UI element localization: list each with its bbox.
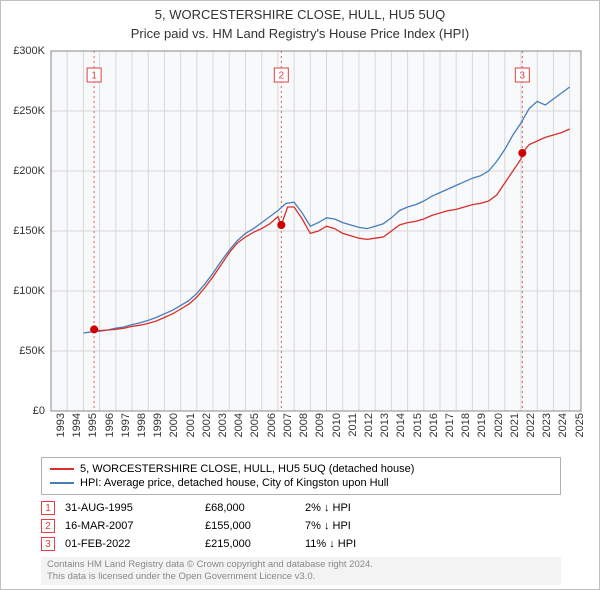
x-tick-label: 1995 — [87, 413, 99, 437]
legend: 5, WORCESTERSHIRE CLOSE, HULL, HU5 5UQ (… — [41, 457, 561, 495]
legend-label: HPI: Average price, detached house, City… — [80, 477, 389, 489]
x-tick-label: 2024 — [557, 413, 569, 437]
sale-date: 31-AUG-1995 — [65, 502, 195, 514]
x-tick-label: 2009 — [314, 413, 326, 437]
y-tick-label: £150K — [13, 225, 45, 237]
x-tick-label: 2011 — [347, 413, 359, 437]
sale-diff: 11% ↓ HPI — [305, 538, 405, 550]
x-tick-label: 2021 — [509, 413, 521, 437]
x-tick-label: 2013 — [379, 413, 391, 437]
x-tick-label: 2004 — [233, 413, 245, 437]
legend-swatch — [50, 468, 74, 470]
sale-date: 16-MAR-2007 — [65, 520, 195, 532]
x-tick-label: 2008 — [298, 413, 310, 437]
x-tick-label: 2012 — [363, 413, 375, 437]
sale-marker-number: 3 — [41, 537, 55, 551]
credit-line-2: This data is licensed under the Open Gov… — [47, 571, 555, 583]
y-axis: £0£50K£100K£150K£200K£250K£300K — [1, 51, 49, 411]
plot-area: 1 2 3 — [51, 51, 581, 411]
svg-text:3: 3 — [520, 71, 526, 82]
x-tick-label: 1994 — [71, 413, 83, 437]
x-tick-label: 2020 — [493, 413, 505, 437]
chart-svg: 1 2 3 — [51, 51, 581, 411]
sale-date: 01-FEB-2022 — [65, 538, 195, 550]
x-tick-label: 1996 — [104, 413, 116, 437]
x-tick-label: 1993 — [55, 413, 67, 437]
credit-box: Contains HM Land Registry data © Crown c… — [41, 557, 561, 585]
x-tick-label: 2003 — [217, 413, 229, 437]
sale-price: £215,000 — [205, 538, 295, 550]
sale-row: 1 31-AUG-1995 £68,000 2% ↓ HPI — [41, 499, 561, 517]
sale-row: 3 01-FEB-2022 £215,000 11% ↓ HPI — [41, 535, 561, 553]
sale-price: £68,000 — [205, 502, 295, 514]
x-tick-label: 2022 — [525, 413, 537, 437]
legend-swatch — [50, 482, 74, 484]
legend-row: 5, WORCESTERSHIRE CLOSE, HULL, HU5 5UQ (… — [50, 462, 552, 476]
sale-diff: 7% ↓ HPI — [305, 520, 405, 532]
y-tick-label: £50K — [19, 345, 45, 357]
y-tick-label: £300K — [13, 45, 45, 57]
x-tick-label: 2006 — [266, 413, 278, 437]
x-tick-label: 2015 — [412, 413, 424, 437]
x-tick-label: 2000 — [168, 413, 180, 437]
chart-subtitle: Price paid vs. HM Land Registry's House … — [1, 26, 599, 41]
svg-text:2: 2 — [279, 71, 285, 82]
legend-row: HPI: Average price, detached house, City… — [50, 476, 552, 490]
legend-label: 5, WORCESTERSHIRE CLOSE, HULL, HU5 5UQ (… — [80, 463, 414, 475]
x-tick-label: 2005 — [249, 413, 261, 437]
y-tick-label: £100K — [13, 285, 45, 297]
sale-price: £155,000 — [205, 520, 295, 532]
credit-line-1: Contains HM Land Registry data © Crown c… — [47, 559, 555, 571]
x-tick-label: 2025 — [574, 413, 586, 437]
x-tick-label: 2019 — [476, 413, 488, 437]
chart-title: 5, WORCESTERSHIRE CLOSE, HULL, HU5 5UQ — [1, 7, 599, 22]
x-tick-label: 1998 — [136, 413, 148, 437]
price-chart-container: 5, WORCESTERSHIRE CLOSE, HULL, HU5 5UQ P… — [0, 0, 600, 590]
x-tick-label: 2018 — [460, 413, 472, 437]
x-tick-label: 2014 — [395, 413, 407, 437]
x-tick-label: 1999 — [152, 413, 164, 437]
x-tick-label: 2023 — [541, 413, 553, 437]
y-tick-label: £200K — [13, 165, 45, 177]
y-tick-label: £250K — [13, 105, 45, 117]
x-tick-label: 2016 — [428, 413, 440, 437]
x-tick-label: 2002 — [201, 413, 213, 437]
x-axis: 1993 1994 1995 1996 1997 1998 1999 2000 2001 2002… — [51, 413, 581, 453]
x-tick-label: 2017 — [444, 413, 456, 437]
y-tick-label: £0 — [33, 405, 45, 417]
sale-marker-number: 1 — [41, 501, 55, 515]
sale-row: 2 16-MAR-2007 £155,000 7% ↓ HPI — [41, 517, 561, 535]
svg-text:1: 1 — [91, 71, 97, 82]
x-tick-label: 2007 — [282, 413, 294, 437]
x-tick-label: 2010 — [331, 413, 343, 437]
x-tick-label: 1997 — [120, 413, 132, 437]
sale-diff: 2% ↓ HPI — [305, 502, 405, 514]
x-tick-label: 2001 — [185, 413, 197, 437]
sale-marker-number: 2 — [41, 519, 55, 533]
sale-events: 1 31-AUG-1995 £68,000 2% ↓ HPI 2 16-MAR-2007 £… — [41, 499, 561, 553]
